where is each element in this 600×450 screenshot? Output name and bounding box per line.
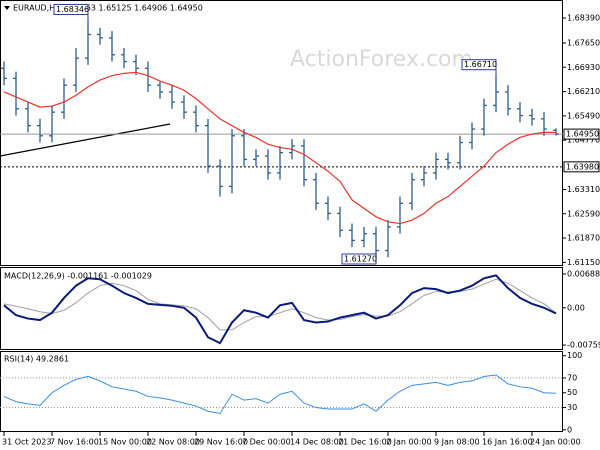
annotation-label: 1.68346 xyxy=(56,5,89,14)
line xyxy=(3,374,557,415)
x-tick-label: 14 Dec 08:00 xyxy=(290,438,344,447)
line xyxy=(3,274,557,345)
macd-panel xyxy=(0,267,563,350)
y-tick-label: 1.61870 xyxy=(567,234,600,243)
x-tick-label: 16 Jan 16:00 xyxy=(482,438,533,447)
x-tick-label: 22 Nov 08:00 xyxy=(146,438,200,447)
y-tick-label: 1.65490 xyxy=(567,111,600,120)
annotation-box xyxy=(341,253,377,265)
y-tick-label: 0.00 xyxy=(567,303,585,312)
price-header: EURAUD,H4 1.65063 1.65125 1.64906 1.6495… xyxy=(13,4,203,13)
level-label: 1.63980 xyxy=(566,162,599,171)
rsi-panel xyxy=(0,351,563,432)
y-tick-label: 70 xyxy=(567,373,577,382)
y-tick-label: 0 xyxy=(567,425,572,434)
annotation-label: 1.61270 xyxy=(344,255,377,264)
y-tick-label: 1.64770 xyxy=(567,136,600,145)
y-tick-label: -0.007591 xyxy=(567,341,600,350)
x-tick-label: 2 Jan 00:00 xyxy=(386,438,432,447)
y-tick-label: 1.67650 xyxy=(567,38,600,47)
price-panel xyxy=(0,0,563,266)
last-price-box xyxy=(563,128,600,140)
macd-header: MACD(12,26,9) -0.001161 -0.001029 xyxy=(4,272,152,281)
y-tick-label: 1.68390 xyxy=(567,13,600,22)
y-tick-label: 1.66210 xyxy=(567,87,600,96)
x-tick-label: 31 Oct 2023 xyxy=(2,438,51,447)
x-tick-label: 7 Nov 16:00 xyxy=(50,438,99,447)
x-tick-label: 24 Jan 00:00 xyxy=(530,438,581,447)
annotation-label: 1.66710 xyxy=(464,60,497,69)
x-tick-label: 15 Nov 00:00 xyxy=(98,438,152,447)
y-tick-label: 1.61150 xyxy=(567,258,600,267)
annotation-box xyxy=(53,3,89,15)
x-tick-label: 9 Jan 08:00 xyxy=(434,438,480,447)
level-label-box xyxy=(563,161,600,173)
last-price-label: 1.64950 xyxy=(566,130,599,139)
y-tick-label: 30 xyxy=(567,403,577,412)
menu-arrow xyxy=(4,6,10,10)
x-tick-label: 7 Dec 00:00 xyxy=(242,438,291,447)
line xyxy=(3,278,557,331)
x-tick-label: 29 Nov 16:00 xyxy=(194,438,248,447)
watermark: ActionForex.com xyxy=(290,47,473,72)
y-tick-label: 100 xyxy=(567,351,582,360)
line xyxy=(3,71,556,225)
rsi-header: RSI(14) 49.2861 xyxy=(4,355,69,364)
y-tick-label: 1.66930 xyxy=(567,63,600,72)
y-tick-label: 1.63310 xyxy=(567,185,600,194)
y-tick-label: 50 xyxy=(567,388,577,397)
trend-line xyxy=(0,123,171,157)
y-tick-label: 1.62590 xyxy=(567,209,600,218)
annotation-box xyxy=(461,59,497,71)
x-tick-label: 21 Dec 16:00 xyxy=(338,438,392,447)
y-tick-label: 0.006889 xyxy=(567,269,600,278)
